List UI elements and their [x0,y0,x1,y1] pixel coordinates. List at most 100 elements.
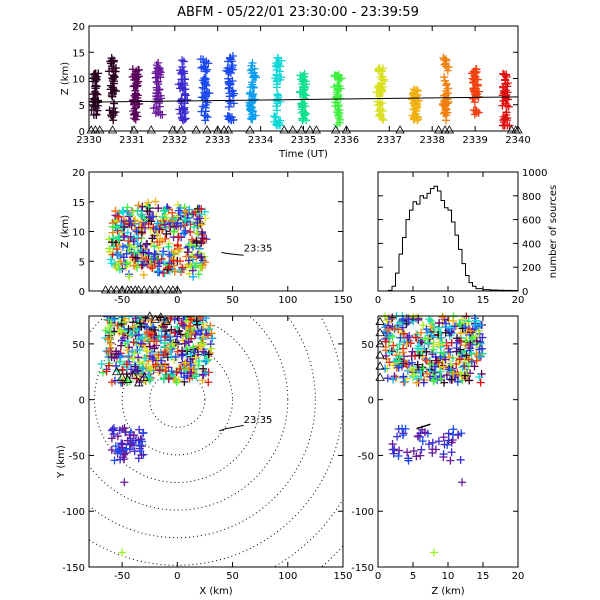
y-tick-label: 800 [522,192,541,203]
station-triangle [111,285,122,294]
source-marker [465,340,474,349]
histogram-line [385,185,519,292]
source-marker [462,370,471,379]
source-marker [423,369,432,378]
source-marker [427,322,436,331]
station-triangle [375,372,385,381]
source-marker [501,76,510,85]
source-marker [227,64,236,73]
source-marker [299,107,308,116]
source-marker [334,114,343,123]
source-marker [448,430,457,439]
source-marker [434,437,443,446]
source-marker [108,88,117,97]
station-triangle [111,366,122,376]
source-marker [151,109,160,118]
source-marker [141,223,150,232]
source-marker [447,375,456,384]
range-ring [89,316,289,511]
source-marker [461,336,470,345]
y-tick-label: -150 [351,563,374,574]
source-marker [123,377,132,386]
source-marker [399,329,408,338]
source-marker [198,83,207,92]
source-marker [456,320,465,329]
source-marker [126,216,135,225]
source-marker [131,253,140,262]
source-marker [130,447,139,456]
source-marker [205,324,214,333]
source-marker [332,72,341,81]
source-marker [114,213,123,222]
station-triangle [375,350,385,359]
station-triangle [128,370,138,379]
source-marker [419,364,428,373]
source-marker [130,349,139,358]
source-marker [135,358,144,367]
source-marker [450,322,459,331]
track-line [88,96,519,103]
source-marker [443,66,452,75]
source-marker [499,83,508,92]
source-marker [111,67,120,76]
x-tick-label: 2331 [119,135,144,146]
source-marker [108,222,117,231]
source-marker [434,358,443,367]
source-marker [300,94,309,103]
source-marker [453,377,462,386]
y-tick-label: 15 [72,48,85,59]
outlier-marker [458,478,466,487]
source-marker [471,332,480,341]
source-marker [469,94,478,103]
source-marker [478,333,487,342]
source-marker [186,227,195,236]
source-marker [112,217,121,226]
source-marker [146,365,155,374]
source-marker [462,351,471,360]
source-marker [396,333,405,342]
source-marker [149,254,158,263]
source-marker [449,316,458,325]
source-marker [296,88,305,97]
source-marker [379,116,388,125]
x-tick-label: 20 [512,571,525,582]
range-ring [89,316,316,539]
source-marker [444,89,453,98]
source-marker [183,95,192,104]
source-marker [415,351,424,360]
source-marker [162,229,171,238]
station-triangle [288,125,298,134]
x-axis-label: Z (km) [431,586,464,597]
source-marker [460,362,469,371]
source-marker [186,368,195,377]
source-marker [181,91,190,100]
source-marker [103,335,112,344]
source-marker [109,116,118,125]
source-marker [112,349,121,358]
source-marker [429,377,438,386]
source-marker [147,316,156,325]
zy-panel: 0 5 10 15 20 -150 -100 -50 0 50 Z (km) [351,312,524,597]
source-marker [201,111,210,120]
source-marker [429,345,438,354]
source-marker [169,257,178,266]
source-marker [116,341,125,350]
y-tick-label: 10 [72,75,85,86]
source-marker [162,327,171,336]
source-marker [197,325,206,334]
source-marker [440,73,449,82]
source-marker [197,263,206,272]
source-marker [409,85,418,94]
source-marker [201,316,210,323]
source-marker [179,67,188,76]
source-marker [277,56,286,65]
source-marker [130,81,139,90]
source-marker [394,451,403,460]
source-marker [111,206,120,215]
source-marker [153,230,162,239]
y-tick-label: -50 [69,451,85,462]
source-marker [116,257,125,266]
source-marker [156,336,165,345]
source-marker [170,267,179,276]
source-marker [384,315,393,324]
